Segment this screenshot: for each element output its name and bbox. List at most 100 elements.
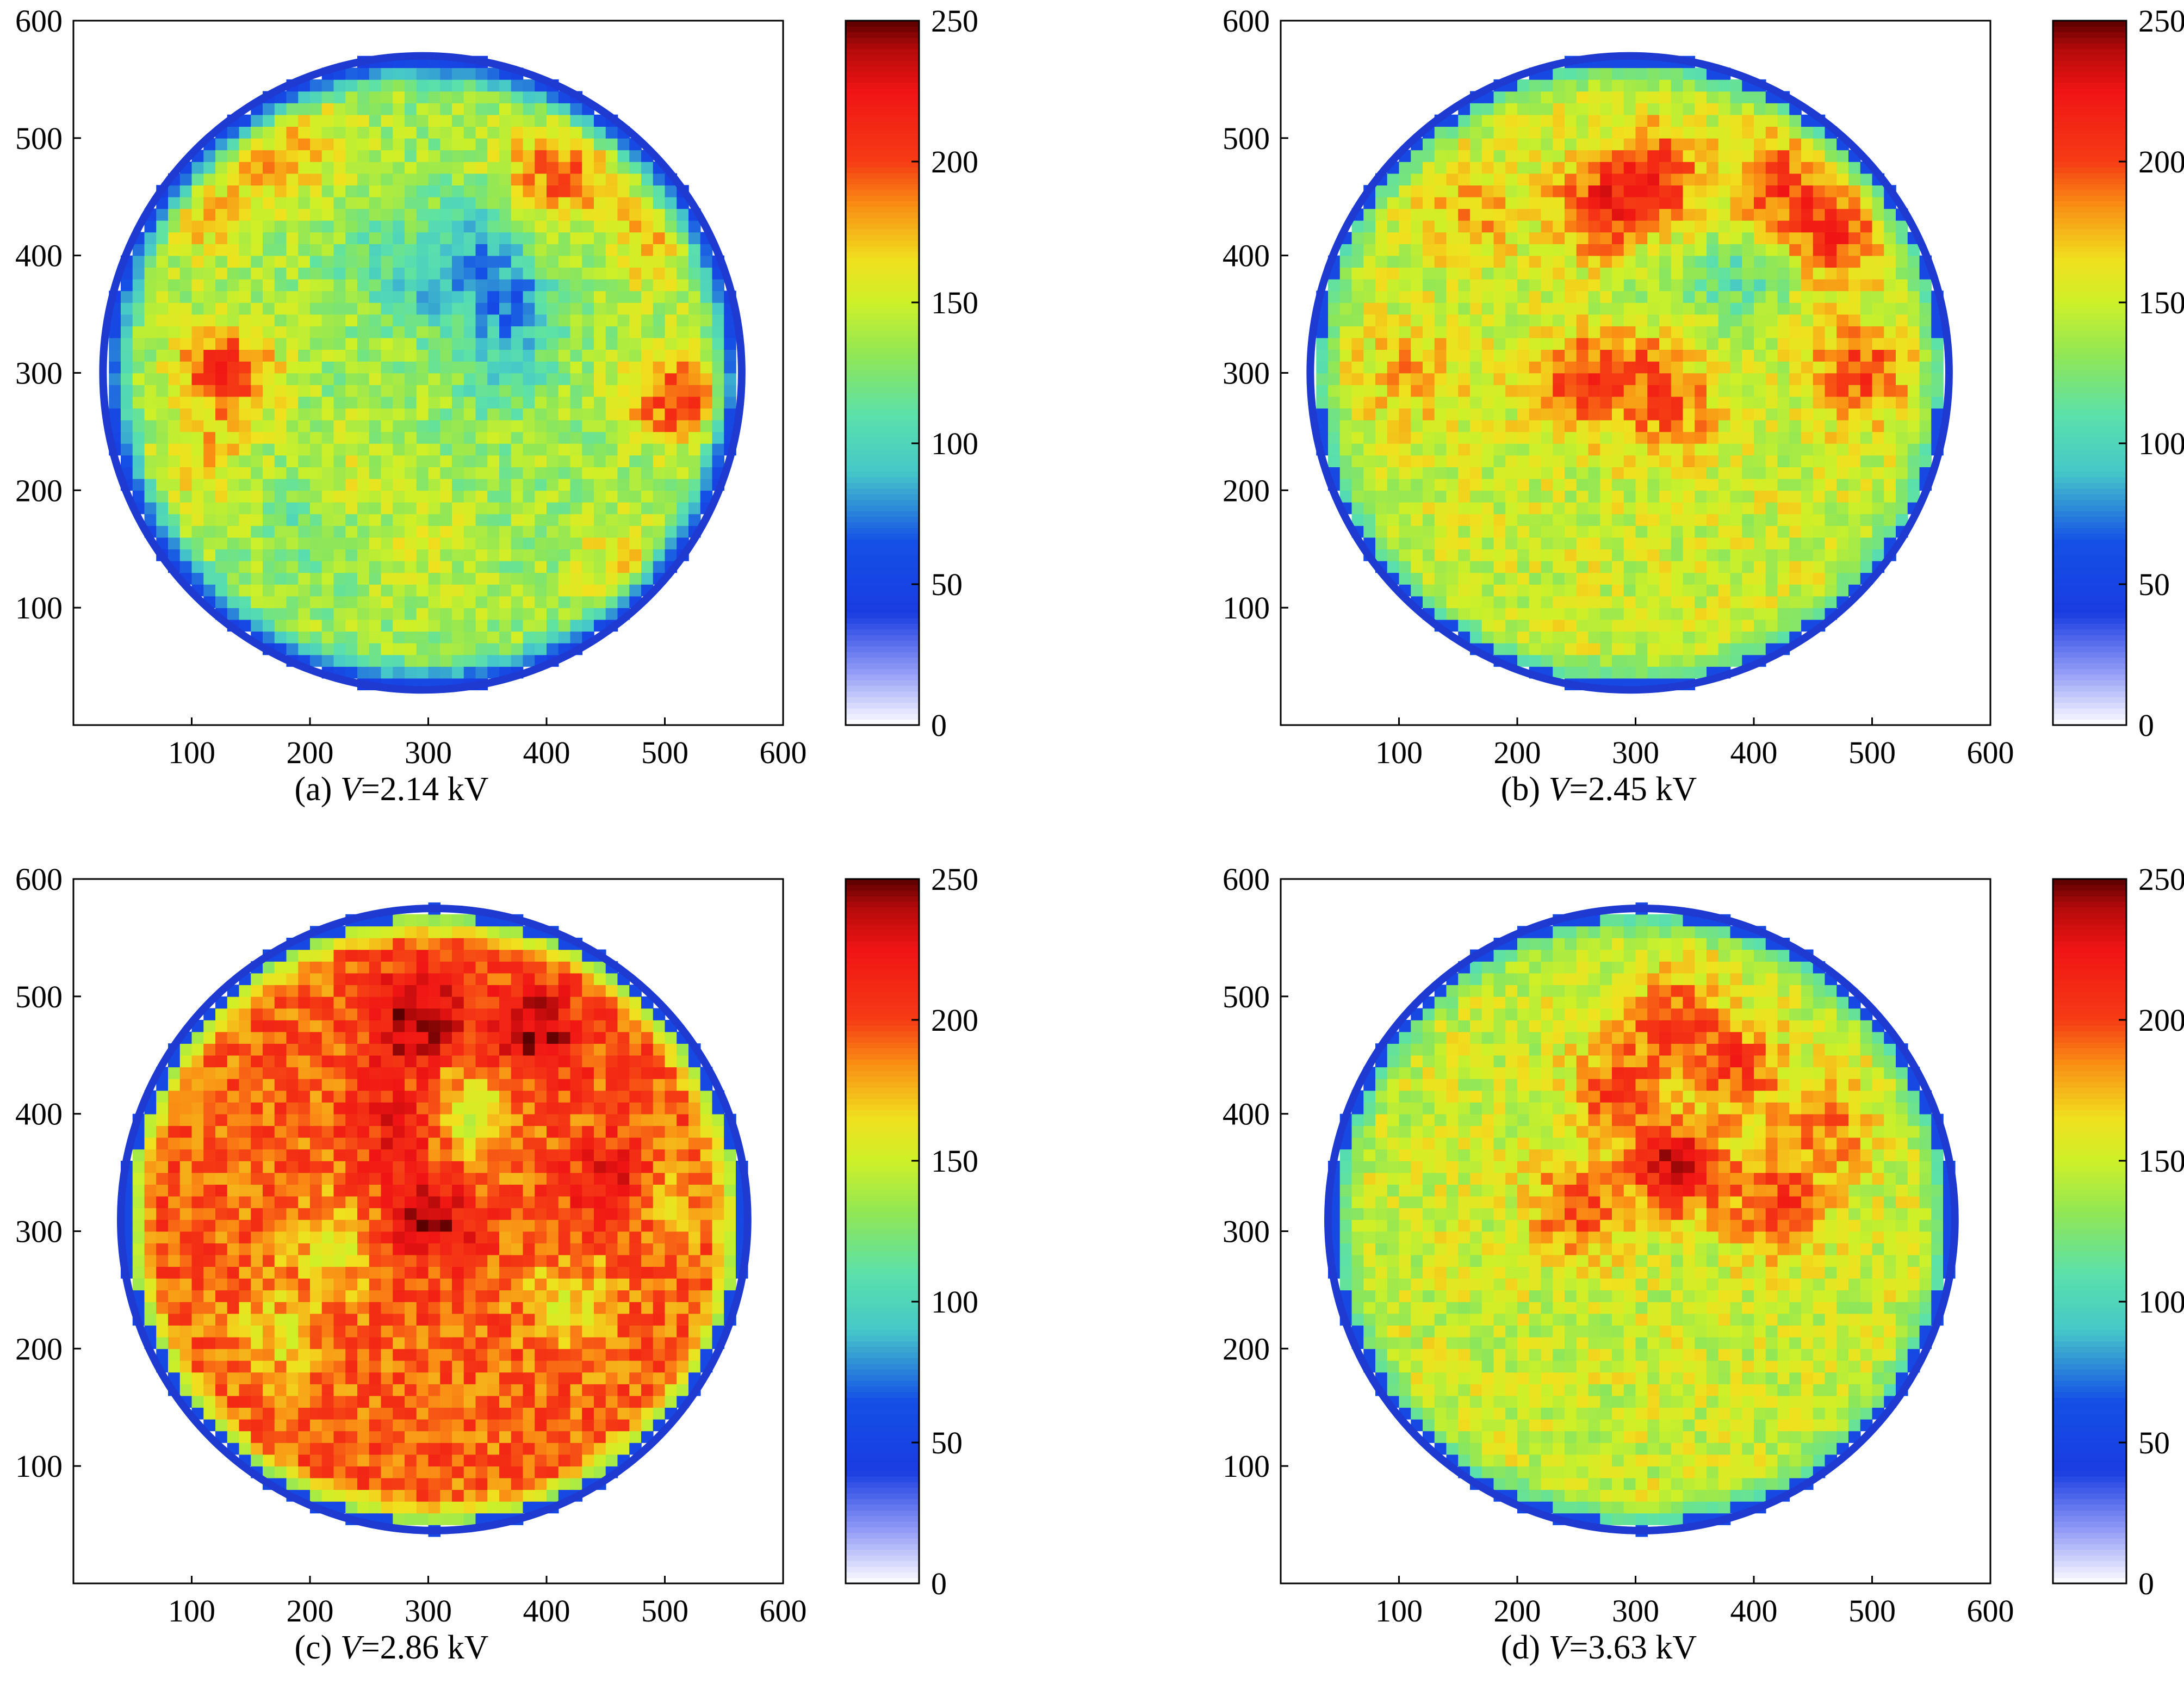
heat-cell <box>547 244 559 256</box>
heat-cell <box>1707 655 1719 667</box>
heat-cell <box>1813 596 1826 608</box>
heat-cell <box>1577 208 1589 220</box>
heat-cell <box>429 208 441 220</box>
heat-cell <box>1836 349 1849 361</box>
heat-cell <box>1754 373 1766 385</box>
heat-cell <box>559 174 571 185</box>
heat-cell <box>1718 572 1731 584</box>
heat-cell <box>499 290 512 302</box>
colorbar-band <box>2053 48 2126 54</box>
heat-cell <box>1328 408 1341 420</box>
heat-cell <box>688 256 701 268</box>
heat-cell <box>1612 290 1624 302</box>
heat-cell <box>345 490 358 502</box>
heat-cell <box>582 326 594 338</box>
heat-cell <box>203 525 216 537</box>
heat-cell <box>1671 537 1684 549</box>
heat-cell <box>1848 244 1861 256</box>
heat-cell <box>653 232 666 244</box>
heat-cell <box>381 490 394 502</box>
heat-cell <box>429 431 441 443</box>
heat-cell <box>712 314 725 326</box>
heat-cell <box>594 126 606 138</box>
heat-cell <box>1908 479 1920 491</box>
heat-cell <box>156 208 169 220</box>
colorbar-band <box>846 606 919 612</box>
colorbar-band <box>846 426 919 432</box>
heat-cell <box>381 338 394 350</box>
heat-cell <box>215 338 228 350</box>
colorbar-band <box>846 392 919 398</box>
heat-cell <box>1529 397 1542 408</box>
heat-cell <box>1541 549 1554 561</box>
heat-cell <box>393 302 405 314</box>
heat-cell <box>1517 420 1530 432</box>
heat-cell <box>203 349 216 361</box>
y-tick-label: 100 <box>1223 590 1270 626</box>
heat-cell <box>1600 584 1612 596</box>
heat-cell <box>1730 643 1743 655</box>
heat-cell <box>263 608 275 620</box>
heat-cell <box>547 162 559 174</box>
heat-cell <box>452 455 464 467</box>
heat-cell <box>287 525 299 537</box>
heat-cell <box>499 490 512 502</box>
heat-cell <box>523 420 536 432</box>
heat-cell <box>1482 174 1494 185</box>
heat-cell <box>511 620 524 632</box>
colorbar-band <box>846 714 919 720</box>
heat-cell <box>1718 643 1731 655</box>
heat-cell <box>345 349 358 361</box>
heat-cell <box>1600 479 1612 491</box>
heat-cell <box>1825 467 1838 479</box>
heat-cell <box>263 596 275 608</box>
heat-cell <box>1363 525 1376 537</box>
heat-cell <box>298 561 311 573</box>
heat-cell <box>287 420 299 432</box>
heat-cell <box>1718 361 1731 373</box>
heat-cell <box>1754 479 1766 491</box>
heat-cell <box>417 267 429 279</box>
heat-cell <box>511 596 524 608</box>
heat-cell <box>405 537 417 549</box>
heat-cell <box>1541 455 1554 467</box>
heat-cell <box>1718 502 1731 514</box>
heat-cell <box>1659 596 1672 608</box>
heat-cell <box>452 608 464 620</box>
heat-cell <box>547 208 559 220</box>
heat-cell <box>618 420 630 432</box>
heat-cell <box>594 479 606 491</box>
heat-cell <box>1316 385 1329 397</box>
heat-cell <box>251 385 263 397</box>
heat-cell <box>1505 302 1518 314</box>
heat-cell <box>393 572 405 584</box>
heat-cell <box>1754 455 1766 467</box>
heat-cell <box>417 138 429 150</box>
heat-cell <box>322 256 334 268</box>
heat-cell <box>1908 431 1920 443</box>
colorbar-band <box>2053 38 2126 44</box>
heat-cell <box>322 115 334 127</box>
heat-cell <box>1589 314 1601 326</box>
heat-cell <box>168 537 181 549</box>
heat-cell <box>1683 620 1696 632</box>
heat-cell <box>156 279 169 291</box>
heat-cell <box>570 244 583 256</box>
x-tick-label: 300 <box>1612 735 1659 770</box>
heat-cell <box>1482 244 1494 256</box>
heat-cell <box>1589 584 1601 596</box>
heat-cell <box>618 537 630 549</box>
heat-cell <box>1848 338 1861 350</box>
heat-cell <box>629 208 642 220</box>
heat-cell <box>1589 197 1601 209</box>
heat-cell <box>1529 655 1542 667</box>
heat-cell <box>357 302 370 314</box>
colorbar-band <box>2053 482 2126 488</box>
heat-cell <box>1671 666 1684 678</box>
heat-cell <box>1836 537 1849 549</box>
heat-cell <box>511 338 524 350</box>
heat-cell <box>1742 126 1754 138</box>
heat-cell <box>417 349 429 361</box>
heat-cell <box>487 279 500 291</box>
